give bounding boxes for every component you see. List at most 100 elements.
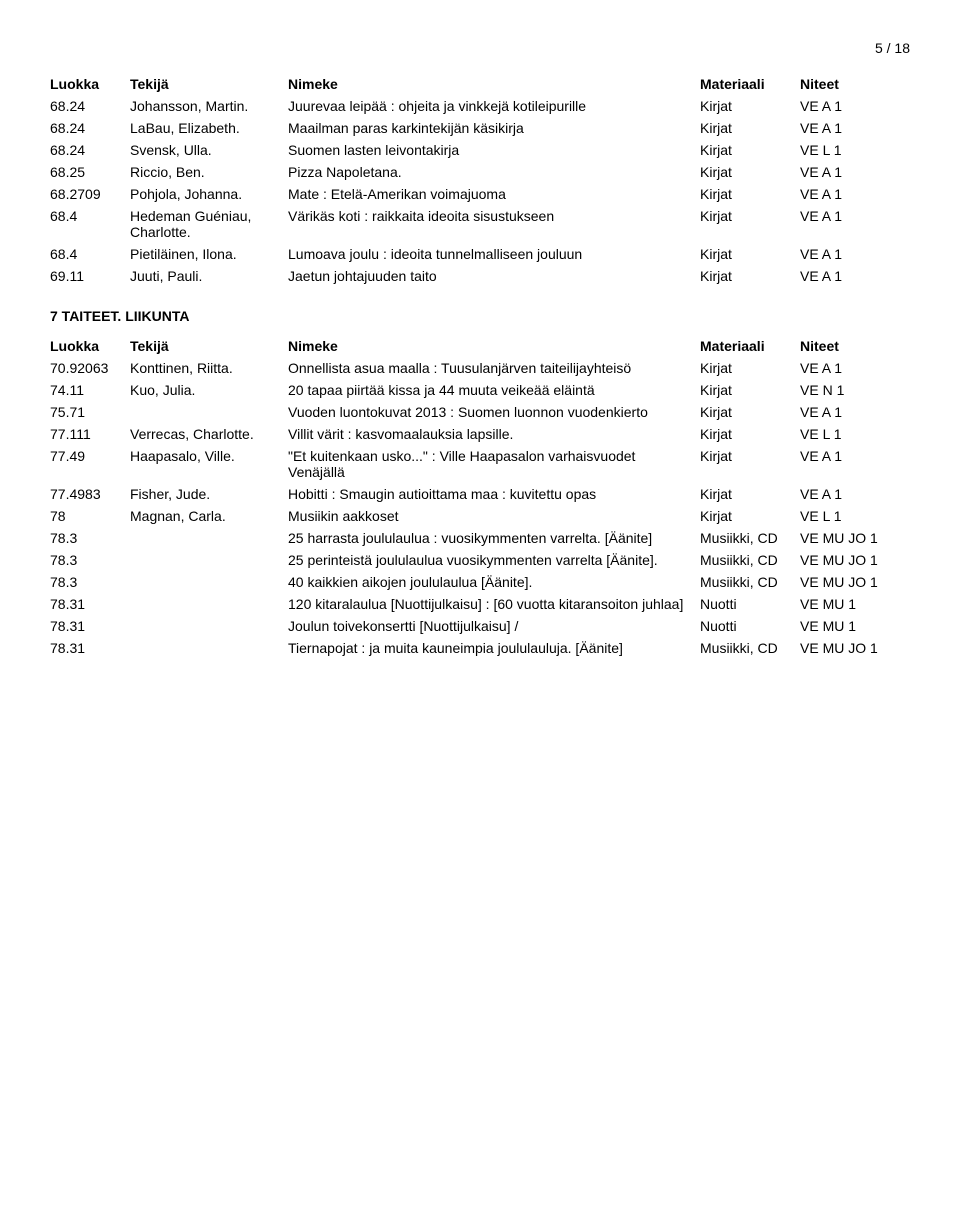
cell-materiaali: Kirjat <box>700 508 800 524</box>
cell-materiaali: Kirjat <box>700 186 800 202</box>
cell-tekija: Haapasalo, Ville. <box>130 448 288 464</box>
cell-tekija: Riccio, Ben. <box>130 164 288 180</box>
cell-niteet: VE A 1 <box>800 120 910 136</box>
header-materiaali: Materiaali <box>700 76 800 92</box>
cell-niteet: VE A 1 <box>800 360 910 376</box>
cell-nimeke: Onnellista asua maalla : Tuusulanjärven … <box>288 360 700 376</box>
cell-tekija: Svensk, Ulla. <box>130 142 288 158</box>
header-materiaali: Materiaali <box>700 338 800 354</box>
cell-nimeke: Lumoava joulu : ideoita tunnelmalliseen … <box>288 246 700 262</box>
table-row: 68.2709Pohjola, Johanna.Mate : Etelä-Ame… <box>50 186 910 202</box>
table-row: 68.24Svensk, Ulla.Suomen lasten leivonta… <box>50 142 910 158</box>
table-row: 78.325 harrasta joululaulua : vuosikymme… <box>50 530 910 546</box>
header-luokka: Luokka <box>50 76 130 92</box>
table-row: 78.31 Joulun toivekonsertti [Nuottijulkai… <box>50 618 910 634</box>
cell-niteet: VE L 1 <box>800 142 910 158</box>
cell-materiaali: Musiikki, CD <box>700 574 800 590</box>
header-nimeke: Nimeke <box>288 76 700 92</box>
cell-luokka: 75.71 <box>50 404 130 420</box>
cell-materiaali: Musiikki, CD <box>700 640 800 656</box>
cell-nimeke: 20 tapaa piirtää kissa ja 44 muuta veike… <box>288 382 700 398</box>
cell-materiaali: Kirjat <box>700 98 800 114</box>
section1-rows: 68.24Johansson, Martin.Juurevaa leipää :… <box>50 98 910 284</box>
cell-luokka: 78.31 <box>50 640 130 656</box>
cell-nimeke: Maailman paras karkintekijän käsikirja <box>288 120 700 136</box>
cell-materiaali: Kirjat <box>700 164 800 180</box>
cell-nimeke: 25 harrasta joululaulua : vuosikymmenten… <box>288 530 700 546</box>
cell-luokka: 78.31 <box>50 618 130 634</box>
table-row: 69.11Juuti, Pauli.Jaetun johtajuuden tai… <box>50 268 910 284</box>
table-row: 77.49Haapasalo, Ville."Et kuitenkaan usk… <box>50 448 910 480</box>
cell-luokka: 68.24 <box>50 142 130 158</box>
cell-tekija: Konttinen, Riitta. <box>130 360 288 376</box>
cell-materiaali: Kirjat <box>700 120 800 136</box>
cell-niteet: VE MU JO 1 <box>800 574 910 590</box>
cell-materiaali: Nuotti <box>700 618 800 634</box>
cell-tekija: Hedeman Guéniau, Charlotte. <box>130 208 288 240</box>
cell-nimeke: Villit värit : kasvomaalauksia lapsille. <box>288 426 700 442</box>
section2-rows: 70.92063Konttinen, Riitta.Onnellista asu… <box>50 360 910 656</box>
table-header-2: Luokka Tekijä Nimeke Materiaali Niteet <box>50 338 910 354</box>
cell-luokka: 70.92063 <box>50 360 130 376</box>
table-row: 78.340 kaikkien aikojen joululaulua [Ään… <box>50 574 910 590</box>
cell-niteet: VE MU 1 <box>800 618 910 634</box>
table-row: 68.24Johansson, Martin.Juurevaa leipää :… <box>50 98 910 114</box>
cell-nimeke: Juurevaa leipää : ohjeita ja vinkkejä ko… <box>288 98 700 114</box>
cell-materiaali: Kirjat <box>700 486 800 502</box>
cell-niteet: VE A 1 <box>800 486 910 502</box>
cell-tekija: LaBau, Elizabeth. <box>130 120 288 136</box>
cell-luokka: 78.31 <box>50 596 130 612</box>
table-row: 77.4983Fisher, Jude.Hobitti : Smaugin au… <box>50 486 910 502</box>
cell-niteet: VE A 1 <box>800 98 910 114</box>
cell-materiaali: Kirjat <box>700 246 800 262</box>
cell-tekija: Fisher, Jude. <box>130 486 288 502</box>
cell-luokka: 78.3 <box>50 574 130 590</box>
cell-materiaali: Musiikki, CD <box>700 530 800 546</box>
cell-materiaali: Kirjat <box>700 208 800 224</box>
cell-niteet: VE A 1 <box>800 404 910 420</box>
cell-luokka: 78.3 <box>50 552 130 568</box>
table-row: 68.4Pietiläinen, Ilona.Lumoava joulu : i… <box>50 246 910 262</box>
table-row: 68.24LaBau, Elizabeth.Maailman paras kar… <box>50 120 910 136</box>
header-tekija: Tekijä <box>130 76 288 92</box>
cell-materiaali: Kirjat <box>700 142 800 158</box>
cell-niteet: VE A 1 <box>800 186 910 202</box>
cell-materiaali: Kirjat <box>700 426 800 442</box>
cell-luokka: 77.111 <box>50 426 130 442</box>
cell-nimeke: Hobitti : Smaugin autioittama maa : kuvi… <box>288 486 700 502</box>
cell-tekija: Juuti, Pauli. <box>130 268 288 284</box>
cell-nimeke: Jaetun johtajuuden taito <box>288 268 700 284</box>
cell-niteet: VE N 1 <box>800 382 910 398</box>
cell-tekija: Pietiläinen, Ilona. <box>130 246 288 262</box>
cell-niteet: VE MU 1 <box>800 596 910 612</box>
header-tekija: Tekijä <box>130 338 288 354</box>
cell-niteet: VE A 1 <box>800 164 910 180</box>
table-row: 75.71 Vuoden luontokuvat 2013 : Suomen lu… <box>50 404 910 420</box>
cell-nimeke: Vuoden luontokuvat 2013 : Suomen luonnon… <box>288 404 700 420</box>
cell-nimeke: Joulun toivekonsertti [Nuottijulkaisu] / <box>288 618 700 634</box>
table-row: 77.111Verrecas, Charlotte.Villit värit :… <box>50 426 910 442</box>
cell-niteet: VE A 1 <box>800 448 910 464</box>
table-row: 70.92063Konttinen, Riitta.Onnellista asu… <box>50 360 910 376</box>
cell-niteet: VE L 1 <box>800 508 910 524</box>
table-row: 78.325 perinteistä joululaulua vuosikymm… <box>50 552 910 568</box>
cell-materiaali: Musiikki, CD <box>700 552 800 568</box>
cell-niteet: VE MU JO 1 <box>800 552 910 568</box>
cell-nimeke: Suomen lasten leivontakirja <box>288 142 700 158</box>
header-niteet: Niteet <box>800 338 910 354</box>
page-number: 5 / 18 <box>50 40 910 56</box>
cell-niteet: VE L 1 <box>800 426 910 442</box>
cell-nimeke: 120 kitaralaulua [Nuottijulkaisu] : [60 … <box>288 596 700 612</box>
table-row: 78Magnan, Carla.Musiikin aakkosetKirjatV… <box>50 508 910 524</box>
cell-luokka: 68.24 <box>50 98 130 114</box>
cell-luokka: 68.4 <box>50 246 130 262</box>
cell-nimeke: Mate : Etelä-Amerikan voimajuoma <box>288 186 700 202</box>
cell-luokka: 68.24 <box>50 120 130 136</box>
cell-tekija: Magnan, Carla. <box>130 508 288 524</box>
cell-luokka: 78 <box>50 508 130 524</box>
cell-tekija: Verrecas, Charlotte. <box>130 426 288 442</box>
cell-luokka: 68.4 <box>50 208 130 224</box>
table-row: 78.31 120 kitaralaulua [Nuottijulkaisu] :… <box>50 596 910 612</box>
cell-materiaali: Kirjat <box>700 448 800 464</box>
header-luokka: Luokka <box>50 338 130 354</box>
